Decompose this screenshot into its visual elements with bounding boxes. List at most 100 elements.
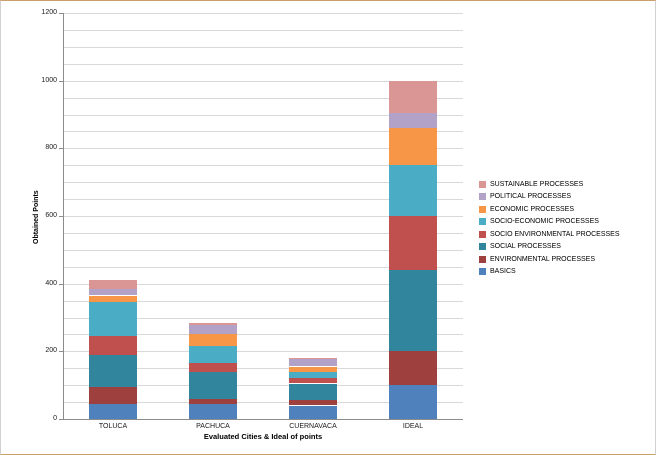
legend-label: ECONOMIC PROCESSES	[490, 205, 575, 213]
legend-swatch	[479, 243, 486, 250]
legend-swatch	[479, 193, 486, 200]
bar-segment-socio-economic-processes	[189, 346, 237, 364]
x-category-label: TOLUCA	[98, 423, 128, 430]
gridline	[63, 368, 463, 370]
gridline	[63, 402, 463, 404]
gridline	[63, 131, 463, 133]
gridline	[63, 199, 463, 201]
y-tick-mark	[59, 419, 63, 420]
y-tick-mark	[59, 351, 63, 353]
y-tick-mark	[59, 283, 63, 285]
bar-segment-economic-processes	[389, 128, 437, 166]
y-tick-mark	[59, 13, 63, 14]
bar-segment-socio-environmental-processes	[189, 363, 237, 372]
bar-segment-environmental-processes	[189, 398, 237, 404]
legend-label: ENVIRONMENTAL PROCESSES	[490, 255, 596, 263]
gridline	[63, 80, 463, 82]
chart-legend: SUSTAINABLE PROCESSES POLITICAL PROCESSES…	[479, 180, 620, 276]
bar-segment-economic-processes	[189, 334, 237, 347]
y-tick-label: 800	[45, 144, 57, 152]
bar-segment-economic-processes	[89, 295, 137, 303]
x-category-label: CUERNAVACA	[289, 423, 337, 430]
legend-item: SOCIO ENVIRONMENTAL PROCESSES	[479, 230, 620, 238]
legend-swatch	[479, 205, 486, 213]
bar-segment-basics	[89, 403, 137, 419]
gridline	[63, 114, 463, 116]
gridline	[63, 63, 463, 65]
gridline	[63, 232, 463, 234]
bar-segment-socio-economic-processes	[289, 371, 337, 379]
bar-segment-social-processes	[189, 371, 237, 399]
y-tick-label: 0	[53, 415, 57, 422]
y-axis-line	[63, 13, 64, 419]
y-tick-label: 600	[45, 212, 57, 219]
x-category-label: IDEAL	[402, 423, 424, 430]
legend-swatch	[479, 230, 486, 238]
legend-label: SUSTAINABLE PROCESSES	[490, 180, 584, 188]
bar-segment-social-processes	[389, 270, 437, 352]
bar-segment-basics	[189, 403, 237, 419]
bar-segment-economic-processes	[289, 366, 337, 372]
legend-label: SOCIO ENVIRONMENTAL PROCESSES	[490, 230, 620, 238]
bar-segment-social-processes	[289, 383, 337, 401]
gridline	[63, 351, 463, 353]
legend-swatch	[479, 255, 486, 263]
legend-item: BASICS	[479, 268, 620, 276]
gridline	[63, 148, 463, 150]
y-tick-label: 400	[45, 279, 57, 287]
legend-item: ENVIRONMENTAL PROCESSES	[479, 255, 620, 263]
bar-segment-sustainable-processes	[389, 80, 437, 113]
bar-segment-political-processes	[89, 288, 137, 296]
legend-item: POLITICAL PROCESSES	[479, 193, 620, 201]
bar-segment-social-processes	[89, 354, 137, 387]
bar-segment-environmental-processes	[289, 400, 337, 406]
gridline	[63, 317, 463, 319]
gridline	[63, 300, 463, 302]
legend-label: POLITICAL PROCESSES	[490, 193, 572, 200]
bar-segment-sustainable-processes	[189, 323, 237, 325]
gridline	[63, 283, 463, 285]
legend-label: BASICS	[490, 268, 516, 275]
gridline	[63, 29, 463, 31]
legend-swatch	[479, 180, 486, 188]
y-tick-mark	[59, 80, 63, 82]
legend-swatch	[479, 268, 486, 275]
legend-item: SUSTAINABLE PROCESSES	[479, 180, 620, 188]
gridline	[63, 385, 463, 387]
bar-segment-socio-environmental-processes	[389, 216, 437, 271]
gridline	[63, 182, 463, 184]
legend-item: SOCIAL PROCESSES	[479, 243, 620, 251]
gridline	[63, 165, 463, 167]
x-axis-title: Evaluated Cities & Ideal of points	[203, 432, 323, 441]
legend-label: SOCIAL PROCESSES	[490, 243, 561, 250]
legend-swatch	[479, 218, 486, 225]
bar-segment-environmental-processes	[89, 386, 137, 404]
x-category-label: PACHUCA	[196, 423, 230, 430]
bar-segment-socio-environmental-processes	[89, 336, 137, 355]
legend-label: SOCIO-ECONOMIC PROCESSES	[490, 218, 599, 225]
y-tick-label: 200	[45, 347, 57, 355]
bar-segment-environmental-processes	[389, 351, 437, 386]
bar-segment-sustainable-processes	[289, 358, 337, 360]
bar-segment-sustainable-processes	[89, 280, 137, 289]
y-tick-label: 1200	[41, 9, 57, 16]
bar-segment-socio-environmental-processes	[289, 378, 337, 384]
gridline	[63, 266, 463, 268]
bar-segment-political-processes	[189, 324, 237, 335]
bar-segment-socio-economic-processes	[389, 165, 437, 217]
x-axis-line	[63, 419, 463, 420]
gridline	[63, 216, 463, 217]
bar-segment-political-processes	[389, 112, 437, 128]
bar-segment-basics	[289, 405, 337, 419]
y-tick-mark	[59, 216, 63, 217]
bar-segment-socio-economic-processes	[89, 302, 137, 337]
bar-segment-political-processes	[289, 359, 337, 367]
y-tick-mark	[59, 148, 63, 150]
bar-segment-basics	[389, 385, 437, 419]
legend-item: ECONOMIC PROCESSES	[479, 205, 620, 213]
gridline	[63, 249, 463, 251]
gridline	[63, 97, 463, 99]
gridline	[63, 334, 463, 336]
